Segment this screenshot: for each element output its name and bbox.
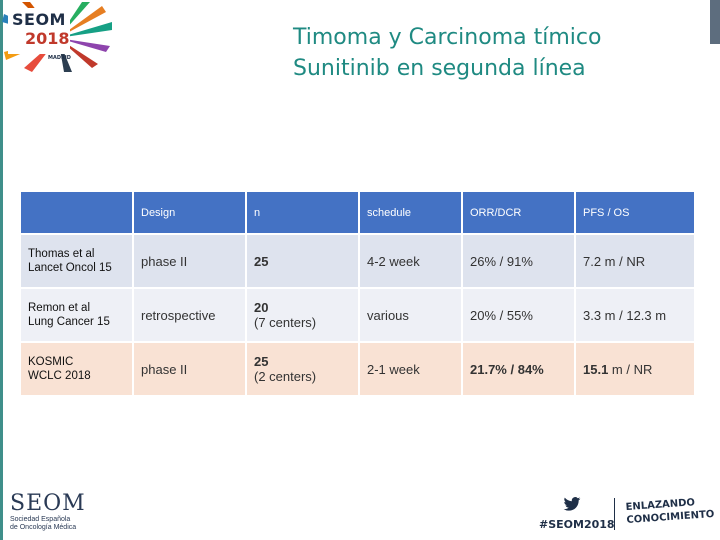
orr-value: 21.7% [470, 361, 507, 377]
footer-divider [614, 498, 615, 530]
slogan: ENLAZANDO CONOCIMIENTO [625, 495, 715, 527]
n-cell: 25 [245, 233, 360, 289]
header-cell-orr-dcr: ORR/DCR [461, 190, 576, 235]
header-cell-n: n [245, 190, 360, 235]
header-cell-design: Design [132, 190, 247, 235]
n-value: 25 [254, 354, 269, 369]
schedule-cell: 4-2 week [358, 233, 463, 289]
orr-dcr-cell: 21.7% / 84% [461, 341, 576, 397]
reference-line-1: KOSMIC [28, 356, 74, 368]
n-cell: 20 (7 centers) [245, 287, 360, 343]
design-cell: phase II [132, 341, 247, 397]
seom-subtitle-1: Sociedad Española [10, 516, 71, 523]
table-header-row: Design n schedule ORR/DCR PFS / OS [19, 190, 696, 235]
reference-line-1: Thomas et al [28, 248, 95, 260]
schedule-cell: various [358, 287, 463, 343]
title-line-1: Timoma y Carcinoma tímico [293, 25, 602, 50]
design-cell: retrospective [132, 287, 247, 343]
table-row: Thomas et al Lancet Oncol 15 phase II 25 … [19, 233, 696, 289]
logo-city-text: MADRID [48, 55, 71, 61]
study-reference: Remon et al Lung Cancer 15 [19, 287, 134, 343]
dcr-value: / 84% [506, 361, 544, 377]
header-cell-pfs-os: PFS / OS [574, 190, 696, 235]
header-cell-empty [19, 190, 134, 235]
study-reference: KOSMIC WCLC 2018 [19, 341, 134, 397]
seom-wordmark: SEOM [10, 491, 86, 516]
schedule-cell: 2-1 week [358, 341, 463, 397]
os-value: m / NR [608, 361, 653, 377]
study-table: Design n schedule ORR/DCR PFS / OS Thoma… [19, 190, 696, 397]
orr-dcr-cell: 26% / 91% [461, 233, 576, 289]
n-value: 25 [254, 253, 269, 269]
pfs-os-cell: 3.3 m / 12.3 m [574, 287, 696, 343]
study-reference: Thomas et al Lancet Oncol 15 [19, 233, 134, 289]
logo-rays-icon [2, 2, 112, 72]
header-cell-schedule: schedule [358, 190, 463, 235]
seom-society-logo: SEOM Sociedad Española de Oncología Médi… [10, 492, 86, 532]
title-line-2: Sunitinib en segunda línea [293, 56, 586, 81]
n-centers: (2 centers) [254, 369, 317, 384]
right-accent-tab [710, 0, 720, 44]
n-cell: 25 (2 centers) [245, 341, 360, 397]
reference-line-2: WCLC 2018 [28, 370, 91, 382]
pfs-value: 15.1 [583, 361, 609, 377]
slide-title: Timoma y Carcinoma tímico Sunitinib en s… [293, 22, 601, 84]
reference-line-2: Lung Cancer 15 [28, 316, 110, 328]
logo-year-text: 2018 [25, 29, 70, 48]
table-row: KOSMIC WCLC 2018 phase II 25 (2 centers) 2… [19, 341, 696, 397]
reference-line-1: Remon et al [28, 302, 91, 314]
n-centers: (7 centers) [254, 315, 317, 330]
n-value: 20 [254, 300, 269, 315]
seom-subtitle-2: de Oncología Médica [10, 524, 77, 531]
table-row: Remon et al Lung Cancer 15 retrospective … [19, 287, 696, 343]
reference-line-2: Lancet Oncol 15 [28, 262, 112, 274]
twitter-bird-icon [563, 497, 581, 511]
hashtag-text: #SEOM2018 [539, 518, 615, 531]
pfs-os-cell: 15.1 m / NR [574, 341, 696, 397]
orr-dcr-cell: 20% / 55% [461, 287, 576, 343]
design-cell: phase II [132, 233, 247, 289]
seom-2018-logo: SEOM 2018 MADRID [2, 2, 114, 74]
left-accent-bar [0, 0, 3, 540]
pfs-os-cell: 7.2 m / NR [574, 233, 696, 289]
logo-seom-text: SEOM [12, 10, 66, 29]
